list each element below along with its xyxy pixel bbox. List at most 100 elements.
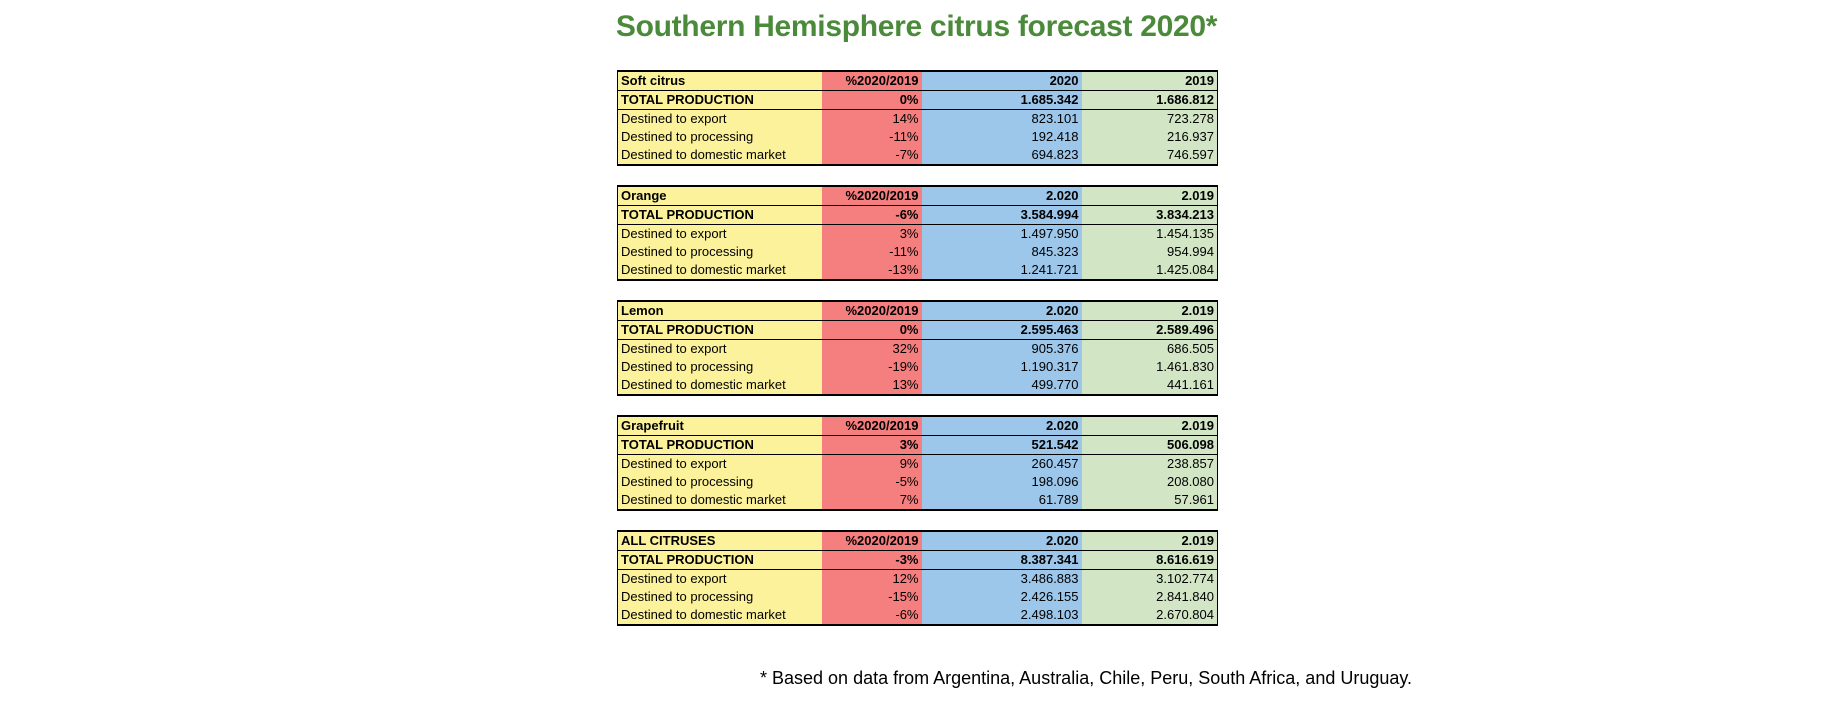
year-2019-cell: 441.161 bbox=[1081, 376, 1218, 396]
all-citruses-table: ALL CITRUSES %2020/2019 2.020 2.019 TOTA… bbox=[617, 530, 1218, 626]
year-2019-cell: 238.857 bbox=[1081, 454, 1218, 473]
year-2020-cell: 8.387.341 bbox=[921, 550, 1082, 570]
year-2020-header: 2.020 bbox=[921, 300, 1082, 321]
table-row: TOTAL PRODUCTION 3% 521.542 506.098 bbox=[617, 435, 1218, 455]
row-label: Destined to processing bbox=[617, 128, 822, 146]
pct-change-cell: -15% bbox=[821, 588, 922, 606]
table-row: TOTAL PRODUCTION 0% 2.595.463 2.589.496 bbox=[617, 320, 1218, 340]
year-2020-cell: 61.789 bbox=[921, 491, 1082, 511]
pct-change-cell: 0% bbox=[821, 320, 922, 340]
year-2020-cell: 192.418 bbox=[921, 128, 1082, 146]
table-row: Destined to domestic market 7% 61.789 57… bbox=[617, 491, 1218, 511]
row-label: Destined to export bbox=[617, 569, 822, 588]
pct-change-cell: -13% bbox=[821, 261, 922, 281]
year-2019-cell: 57.961 bbox=[1081, 491, 1218, 511]
table-row: Destined to domestic market -6% 2.498.10… bbox=[617, 606, 1218, 626]
table-row: TOTAL PRODUCTION -3% 8.387.341 8.616.619 bbox=[617, 550, 1218, 570]
table-row: Destined to domestic market 13% 499.770 … bbox=[617, 376, 1218, 396]
year-2019-cell: 1.454.135 bbox=[1081, 224, 1218, 243]
year-2020-cell: 1.190.317 bbox=[921, 358, 1082, 376]
pct-change-cell: 3% bbox=[821, 435, 922, 455]
table-row: Destined to export 3% 1.497.950 1.454.13… bbox=[617, 224, 1218, 243]
pct-change-header: %2020/2019 bbox=[821, 300, 922, 321]
year-2020-cell: 1.497.950 bbox=[921, 224, 1082, 243]
year-2019-header: 2.019 bbox=[1081, 415, 1218, 436]
year-2019-cell: 3.102.774 bbox=[1081, 569, 1218, 588]
pct-change-cell: 12% bbox=[821, 569, 922, 588]
footnote: * Based on data from Argentina, Australi… bbox=[760, 668, 1413, 688]
year-2020-cell: 694.823 bbox=[921, 146, 1082, 166]
pct-change-cell: -7% bbox=[821, 146, 922, 166]
year-2019-cell: 8.616.619 bbox=[1081, 550, 1218, 570]
year-2019-header: 2019 bbox=[1081, 70, 1218, 91]
year-2020-cell: 1.685.342 bbox=[921, 90, 1082, 110]
year-2019-cell: 216.937 bbox=[1081, 128, 1218, 146]
category-header: Lemon bbox=[617, 300, 822, 321]
year-2019-cell: 3.834.213 bbox=[1081, 205, 1218, 225]
table-row: Destined to domestic market -13% 1.241.7… bbox=[617, 261, 1218, 281]
pct-change-header: %2020/2019 bbox=[821, 185, 922, 206]
table-row: Destined to processing -15% 2.426.155 2.… bbox=[617, 588, 1218, 606]
table-row: Destined to domestic market -7% 694.823 … bbox=[617, 146, 1218, 166]
year-2019-cell: 506.098 bbox=[1081, 435, 1218, 455]
table-row: Destined to export 12% 3.486.883 3.102.7… bbox=[617, 569, 1218, 588]
category-header: ALL CITRUSES bbox=[617, 530, 822, 551]
soft-citrus-table: Soft citrus %2020/2019 2020 2019 TOTAL P… bbox=[617, 70, 1218, 166]
row-label: TOTAL PRODUCTION bbox=[617, 550, 822, 570]
pct-change-cell: -5% bbox=[821, 473, 922, 491]
row-label: Destined to domestic market bbox=[617, 606, 822, 626]
pct-change-cell: 9% bbox=[821, 454, 922, 473]
year-2020-cell: 3.584.994 bbox=[921, 205, 1082, 225]
table-row: Destined to processing -19% 1.190.317 1.… bbox=[617, 358, 1218, 376]
table-header-row: Lemon %2020/2019 2.020 2.019 bbox=[617, 300, 1218, 321]
year-2019-cell: 2.589.496 bbox=[1081, 320, 1218, 340]
grapefruit-table: Grapefruit %2020/2019 2.020 2.019 TOTAL … bbox=[617, 415, 1218, 511]
category-header: Orange bbox=[617, 185, 822, 206]
table-row: TOTAL PRODUCTION 0% 1.685.342 1.686.812 bbox=[617, 90, 1218, 110]
year-2020-header: 2.020 bbox=[921, 185, 1082, 206]
year-2019-cell: 2.841.840 bbox=[1081, 588, 1218, 606]
row-label: Destined to export bbox=[617, 109, 822, 128]
row-label: Destined to export bbox=[617, 224, 822, 243]
year-2019-header: 2.019 bbox=[1081, 300, 1218, 321]
pct-change-cell: -6% bbox=[821, 205, 922, 225]
year-2019-cell: 2.670.804 bbox=[1081, 606, 1218, 626]
row-label: Destined to processing bbox=[617, 358, 822, 376]
pct-change-cell: 32% bbox=[821, 339, 922, 358]
row-label: TOTAL PRODUCTION bbox=[617, 435, 822, 455]
row-label: TOTAL PRODUCTION bbox=[617, 205, 822, 225]
year-2020-cell: 845.323 bbox=[921, 243, 1082, 261]
pct-change-cell: -6% bbox=[821, 606, 922, 626]
table-row: Destined to processing -5% 198.096 208.0… bbox=[617, 473, 1218, 491]
year-2019-cell: 1.461.830 bbox=[1081, 358, 1218, 376]
row-label: TOTAL PRODUCTION bbox=[617, 90, 822, 110]
table-header-row: Soft citrus %2020/2019 2020 2019 bbox=[617, 70, 1218, 91]
row-label: TOTAL PRODUCTION bbox=[617, 320, 822, 340]
pct-change-cell: -3% bbox=[821, 550, 922, 570]
table-row: Destined to processing -11% 845.323 954.… bbox=[617, 243, 1218, 261]
row-label: Destined to domestic market bbox=[617, 146, 822, 166]
category-header: Soft citrus bbox=[617, 70, 822, 91]
year-2020-cell: 260.457 bbox=[921, 454, 1082, 473]
row-label: Destined to export bbox=[617, 454, 822, 473]
table-row: Destined to processing -11% 192.418 216.… bbox=[617, 128, 1218, 146]
row-label: Destined to processing bbox=[617, 588, 822, 606]
category-header: Grapefruit bbox=[617, 415, 822, 436]
year-2020-header: 2.020 bbox=[921, 530, 1082, 551]
pct-change-cell: 7% bbox=[821, 491, 922, 511]
year-2020-cell: 2.426.155 bbox=[921, 588, 1082, 606]
row-label: Destined to domestic market bbox=[617, 376, 822, 396]
row-label: Destined to processing bbox=[617, 243, 822, 261]
year-2019-cell: 1.686.812 bbox=[1081, 90, 1218, 110]
year-2019-cell: 208.080 bbox=[1081, 473, 1218, 491]
pct-change-cell: 0% bbox=[821, 90, 922, 110]
year-2019-cell: 746.597 bbox=[1081, 146, 1218, 166]
table-row: TOTAL PRODUCTION -6% 3.584.994 3.834.213 bbox=[617, 205, 1218, 225]
year-2019-header: 2.019 bbox=[1081, 530, 1218, 551]
row-label: Destined to processing bbox=[617, 473, 822, 491]
pct-change-cell: -11% bbox=[821, 243, 922, 261]
year-2020-cell: 521.542 bbox=[921, 435, 1082, 455]
table-header-row: Orange %2020/2019 2.020 2.019 bbox=[617, 185, 1218, 206]
year-2020-header: 2020 bbox=[921, 70, 1082, 91]
pct-change-cell: 3% bbox=[821, 224, 922, 243]
